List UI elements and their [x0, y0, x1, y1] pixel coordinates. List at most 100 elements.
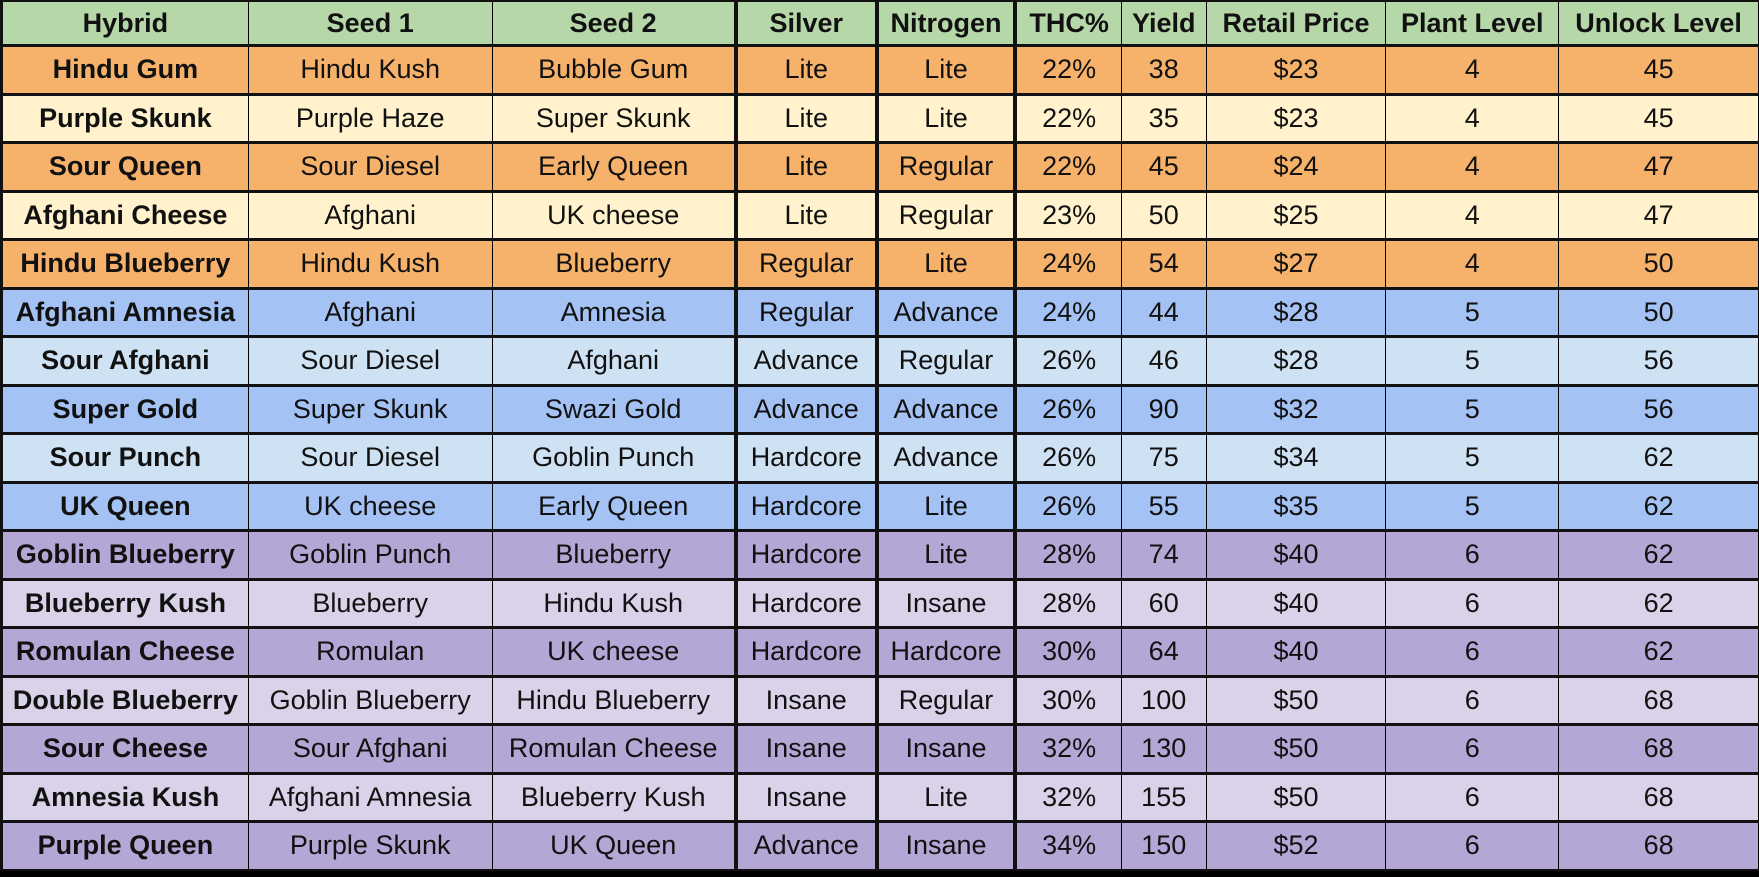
- cell-hybrid[interactable]: Purple Queen: [0, 820, 249, 871]
- cell-seed-1[interactable]: Goblin Punch: [247, 529, 493, 580]
- cell-unlock-level[interactable]: 47: [1558, 141, 1759, 192]
- cell-plant-level[interactable]: 6: [1385, 529, 1560, 580]
- cell-thc[interactable]: 22%: [1014, 92, 1122, 144]
- cell-seed-2[interactable]: Blueberry: [491, 529, 738, 580]
- cell-silver[interactable]: Hardcore: [735, 432, 879, 483]
- cell-silver[interactable]: Insane: [735, 674, 879, 726]
- cell-seed-2[interactable]: UK cheese: [491, 626, 738, 677]
- cell-thc[interactable]: 30%: [1014, 674, 1122, 726]
- cell-hybrid[interactable]: Sour Cheese: [0, 723, 249, 774]
- cell-thc[interactable]: 24%: [1014, 238, 1122, 289]
- cell-retail-price[interactable]: $28: [1205, 286, 1387, 338]
- column-header-silver[interactable]: Silver: [735, 0, 879, 47]
- cell-unlock-level[interactable]: 47: [1558, 189, 1759, 241]
- cell-yield[interactable]: 44: [1120, 286, 1207, 338]
- cell-retail-price[interactable]: $34: [1205, 432, 1387, 483]
- cell-retail-price[interactable]: $52: [1205, 820, 1387, 871]
- cell-nitrogen[interactable]: Hardcore: [876, 626, 1018, 677]
- cell-yield[interactable]: 74: [1120, 529, 1207, 580]
- column-header-seed-1[interactable]: Seed 1: [247, 0, 493, 47]
- cell-nitrogen[interactable]: Insane: [876, 723, 1018, 774]
- cell-silver[interactable]: Advance: [735, 335, 879, 386]
- cell-retail-price[interactable]: $35: [1205, 480, 1387, 532]
- cell-yield[interactable]: 54: [1120, 238, 1207, 289]
- cell-seed-2[interactable]: Goblin Punch: [491, 432, 738, 483]
- cell-retail-price[interactable]: $32: [1205, 383, 1387, 435]
- cell-yield[interactable]: 64: [1120, 626, 1207, 677]
- cell-nitrogen[interactable]: Insane: [876, 577, 1018, 629]
- cell-yield[interactable]: 45: [1120, 141, 1207, 192]
- cell-hybrid[interactable]: UK Queen: [0, 480, 249, 532]
- cell-plant-level[interactable]: 5: [1385, 432, 1560, 483]
- cell-retail-price[interactable]: $23: [1205, 44, 1387, 95]
- cell-seed-1[interactable]: Afghani Amnesia: [247, 771, 493, 823]
- cell-nitrogen[interactable]: Regular: [876, 141, 1018, 192]
- cell-yield[interactable]: 155: [1120, 771, 1207, 823]
- cell-plant-level[interactable]: 5: [1385, 335, 1560, 386]
- cell-nitrogen[interactable]: Regular: [876, 674, 1018, 726]
- cell-plant-level[interactable]: 4: [1385, 92, 1560, 144]
- cell-nitrogen[interactable]: Advance: [876, 383, 1018, 435]
- cell-hybrid[interactable]: Sour Punch: [0, 432, 249, 483]
- cell-seed-1[interactable]: Purple Haze: [247, 92, 493, 144]
- cell-seed-1[interactable]: Afghani: [247, 286, 493, 338]
- cell-unlock-level[interactable]: 50: [1558, 286, 1759, 338]
- column-header-thc[interactable]: THC%: [1014, 0, 1122, 47]
- cell-seed-1[interactable]: Romulan: [247, 626, 493, 677]
- cell-retail-price[interactable]: $28: [1205, 335, 1387, 386]
- cell-seed-2[interactable]: Hindu Kush: [491, 577, 738, 629]
- cell-nitrogen[interactable]: Regular: [876, 189, 1018, 241]
- cell-nitrogen[interactable]: Lite: [876, 771, 1018, 823]
- cell-hybrid[interactable]: Romulan Cheese: [0, 626, 249, 677]
- cell-thc[interactable]: 30%: [1014, 626, 1122, 677]
- cell-hybrid[interactable]: Purple Skunk: [0, 92, 249, 144]
- cell-yield[interactable]: 50: [1120, 189, 1207, 241]
- cell-retail-price[interactable]: $40: [1205, 577, 1387, 629]
- cell-unlock-level[interactable]: 62: [1558, 480, 1759, 532]
- cell-seed-2[interactable]: Blueberry: [491, 238, 738, 289]
- cell-plant-level[interactable]: 6: [1385, 626, 1560, 677]
- cell-hybrid[interactable]: Afghani Cheese: [0, 189, 249, 241]
- cell-retail-price[interactable]: $50: [1205, 723, 1387, 774]
- cell-unlock-level[interactable]: 62: [1558, 577, 1759, 629]
- cell-silver[interactable]: Lite: [735, 189, 879, 241]
- cell-nitrogen[interactable]: Advance: [876, 432, 1018, 483]
- cell-nitrogen[interactable]: Lite: [876, 44, 1018, 95]
- cell-unlock-level[interactable]: 45: [1558, 92, 1759, 144]
- cell-seed-1[interactable]: Sour Afghani: [247, 723, 493, 774]
- cell-seed-2[interactable]: Blueberry Kush: [491, 771, 738, 823]
- cell-seed-1[interactable]: Sour Diesel: [247, 335, 493, 386]
- cell-unlock-level[interactable]: 68: [1558, 674, 1759, 726]
- column-header-hybrid[interactable]: Hybrid: [0, 0, 249, 47]
- cell-silver[interactable]: Lite: [735, 44, 879, 95]
- cell-seed-1[interactable]: Sour Diesel: [247, 432, 493, 483]
- cell-thc[interactable]: 22%: [1014, 141, 1122, 192]
- cell-seed-1[interactable]: Hindu Kush: [247, 238, 493, 289]
- cell-plant-level[interactable]: 4: [1385, 141, 1560, 192]
- cell-unlock-level[interactable]: 68: [1558, 723, 1759, 774]
- cell-plant-level[interactable]: 5: [1385, 480, 1560, 532]
- cell-silver[interactable]: Lite: [735, 141, 879, 192]
- cell-seed-1[interactable]: UK cheese: [247, 480, 493, 532]
- cell-nitrogen[interactable]: Lite: [876, 480, 1018, 532]
- cell-thc[interactable]: 26%: [1014, 480, 1122, 532]
- cell-unlock-level[interactable]: 50: [1558, 238, 1759, 289]
- cell-nitrogen[interactable]: Advance: [876, 286, 1018, 338]
- cell-nitrogen[interactable]: Insane: [876, 820, 1018, 871]
- cell-thc[interactable]: 26%: [1014, 432, 1122, 483]
- cell-retail-price[interactable]: $25: [1205, 189, 1387, 241]
- cell-unlock-level[interactable]: 68: [1558, 771, 1759, 823]
- cell-hybrid[interactable]: Goblin Blueberry: [0, 529, 249, 580]
- cell-hybrid[interactable]: Super Gold: [0, 383, 249, 435]
- cell-seed-2[interactable]: Super Skunk: [491, 92, 738, 144]
- cell-silver[interactable]: Regular: [735, 286, 879, 338]
- cell-seed-2[interactable]: UK Queen: [491, 820, 738, 871]
- cell-seed-1[interactable]: Blueberry: [247, 577, 493, 629]
- cell-seed-2[interactable]: Bubble Gum: [491, 44, 738, 95]
- cell-yield[interactable]: 150: [1120, 820, 1207, 871]
- cell-thc[interactable]: 22%: [1014, 44, 1122, 95]
- cell-silver[interactable]: Advance: [735, 820, 879, 871]
- cell-plant-level[interactable]: 6: [1385, 771, 1560, 823]
- cell-retail-price[interactable]: $23: [1205, 92, 1387, 144]
- cell-silver[interactable]: Hardcore: [735, 626, 879, 677]
